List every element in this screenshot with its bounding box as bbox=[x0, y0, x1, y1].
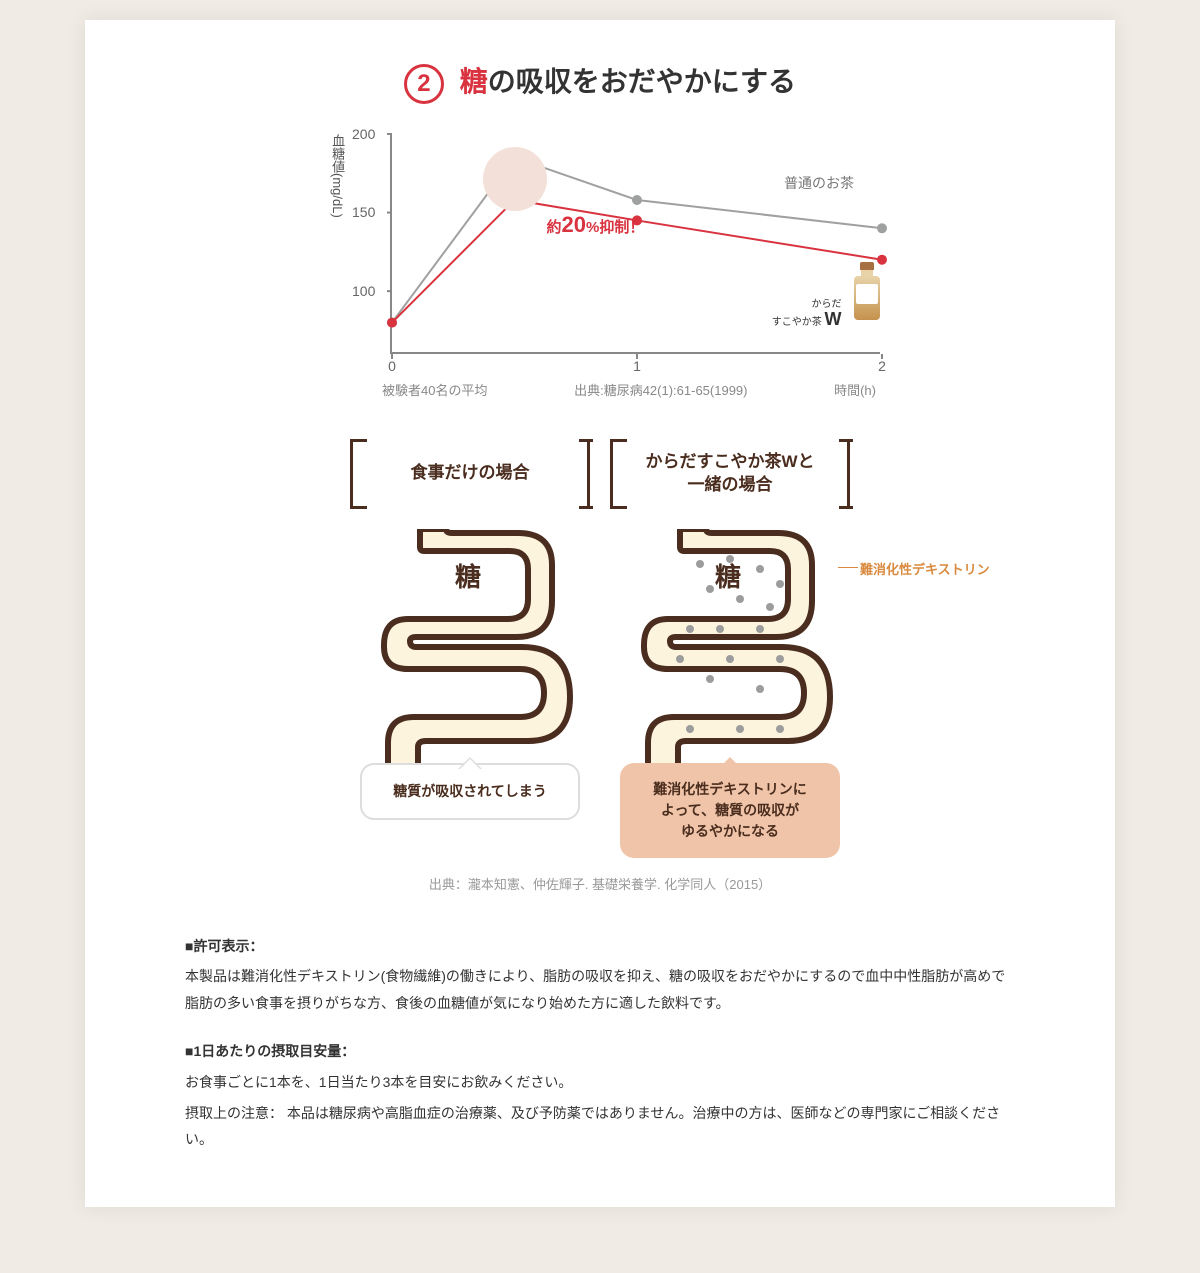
speech-right: 難消化性デキストリンによって、糖質の吸収がゆるやかになる bbox=[620, 763, 840, 858]
daily-heading: ■1日あたりの摂取目安量： bbox=[185, 1038, 1015, 1065]
gut-label-right: 糖 bbox=[610, 557, 850, 594]
permit-heading: ■許可表示： bbox=[185, 933, 1015, 960]
section-title: 2 糖の吸収をおだやかにする bbox=[185, 60, 1015, 104]
callout-text: 約20%抑制！ bbox=[547, 212, 645, 238]
info-block: ■許可表示： 本製品は難消化性デキストリン(食物繊維)の働きにより、脂肪の吸収を… bbox=[185, 933, 1015, 1153]
diagram-col-right: からだすこやか茶Wと一緒の場合 糖 難消化性デキストリンによって、糖質の吸収がゆ… bbox=[610, 439, 850, 858]
gut-label-left: 糖 bbox=[350, 557, 590, 594]
diagram-source: 出典：瀧本知憲、仲佐輝子. 基礎栄養学. 化学同人（2015） bbox=[185, 874, 1015, 893]
diagram-heading-right: からだすこやか茶Wと一緒の場合 bbox=[610, 439, 850, 509]
y-axis-label: 血糖値(mg/dL) bbox=[328, 134, 346, 221]
chart-footer-mid: 出典:糖尿病42(1):61-65(1999) bbox=[574, 380, 747, 399]
title-rest: の吸収をおだやかにする bbox=[488, 66, 796, 97]
intestine-diagram: 食事だけの場合 糖 糖質が吸収されてしまう からだすこやか茶Wと一緒の場合 糖 … bbox=[280, 439, 920, 858]
blood-sugar-chart: 血糖値(mg/dL) 約20%抑制！ 普通のお茶 からだ すこやか茶 W 100… bbox=[320, 134, 880, 399]
intestine-left: 糖 bbox=[350, 529, 590, 769]
title-emphasis: 糖 bbox=[460, 66, 488, 97]
callout-halo bbox=[483, 147, 547, 211]
daily-body-1: お食事ごとに1本を、1日当たり3本を目安にお飲みください。 bbox=[185, 1069, 1015, 1096]
page: 2 糖の吸収をおだやかにする 血糖値(mg/dL) 約20%抑制！ 普通のお茶 … bbox=[85, 20, 1115, 1207]
section-badge: 2 bbox=[404, 64, 444, 104]
series-label-normal: 普通のお茶 bbox=[784, 173, 854, 193]
intestine-right: 糖 bbox=[610, 529, 850, 769]
chart-footer: 被験者40名の平均 出典:糖尿病42(1):61-65(1999) 時間(h) bbox=[378, 380, 880, 399]
speech-left: 糖質が吸収されてしまう bbox=[360, 763, 580, 820]
bottle-icon bbox=[853, 262, 881, 322]
plot-area: 約20%抑制！ 普通のお茶 からだ すこやか茶 W 100150200012 bbox=[390, 134, 880, 354]
product-brand-label: からだ すこやか茶 W bbox=[772, 299, 842, 330]
x-axis-label: 時間(h) bbox=[834, 380, 876, 399]
dextrin-callout: 難消化性デキストリン bbox=[860, 559, 990, 578]
chart-footer-left: 被験者40名の平均 bbox=[382, 380, 487, 399]
diagram-heading-left: 食事だけの場合 bbox=[350, 439, 590, 509]
permit-body: 本製品は難消化性デキストリン(食物繊維)の働きにより、脂肪の吸収を抑え、糖の吸収… bbox=[185, 963, 1015, 1016]
daily-body-2: 摂取上の注意： 本品は糖尿病や高脂血症の治療薬、及び予防薬ではありません。治療中… bbox=[185, 1100, 1015, 1153]
diagram-col-left: 食事だけの場合 糖 糖質が吸収されてしまう bbox=[350, 439, 590, 858]
